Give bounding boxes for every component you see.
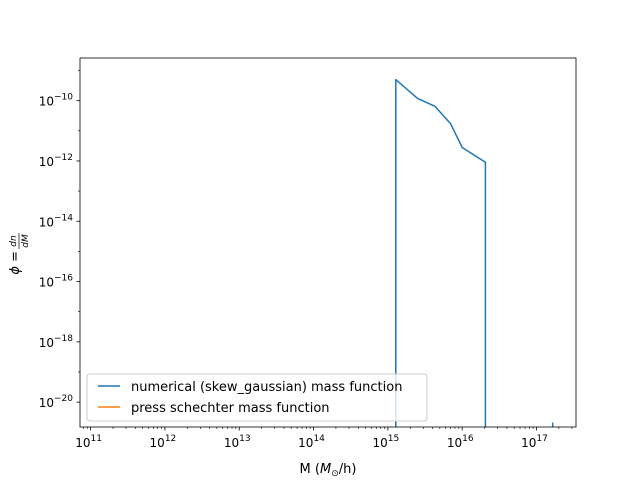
y-axis-label-lhs: ϕ =	[8, 251, 23, 275]
y-tick-label: 10−16	[39, 274, 74, 290]
y-tick-label: 10−14	[39, 213, 74, 229]
x-tick-label: 1016	[447, 434, 474, 450]
axes-frame	[79, 57, 577, 428]
x-tick-label: 1015	[373, 434, 400, 450]
legend: numerical (skew_gaussian) mass function …	[86, 373, 428, 422]
y-axis-ticks: 10−20 10−18 10−16 10−14 10−12 10−10	[39, 70, 80, 410]
y-tick-label: 10−12	[39, 153, 73, 169]
x-tick-label: 1012	[150, 434, 177, 450]
y-tick-label: 10−20	[39, 394, 74, 410]
legend-label-press-schechter: press schechter mass function	[131, 401, 330, 416]
y-tick-label: 10−18	[39, 334, 74, 350]
y-axis-label-denominator: dM	[21, 234, 31, 248]
y-axis-label: ϕ = dn dM	[8, 233, 31, 275]
legend-box	[86, 373, 428, 422]
x-axis-label: M (M⊙/h)	[300, 462, 357, 479]
x-axis-ticks: 1011 1012 1013 1014 1015 1016 1017	[75, 427, 573, 450]
x-tick-label: 1013	[224, 434, 251, 450]
x-tick-label: 1014	[298, 434, 325, 450]
series-line-0-segment-0	[395, 78, 487, 427]
y-tick-label: 10−10	[39, 93, 74, 109]
series-lines	[395, 78, 554, 427]
legend-label-numerical: numerical (skew_gaussian) mass function	[131, 380, 402, 395]
y-axis-label-numerator: dn	[9, 235, 19, 247]
x-tick-label: 1011	[75, 434, 102, 450]
x-tick-label: 1017	[521, 434, 548, 450]
